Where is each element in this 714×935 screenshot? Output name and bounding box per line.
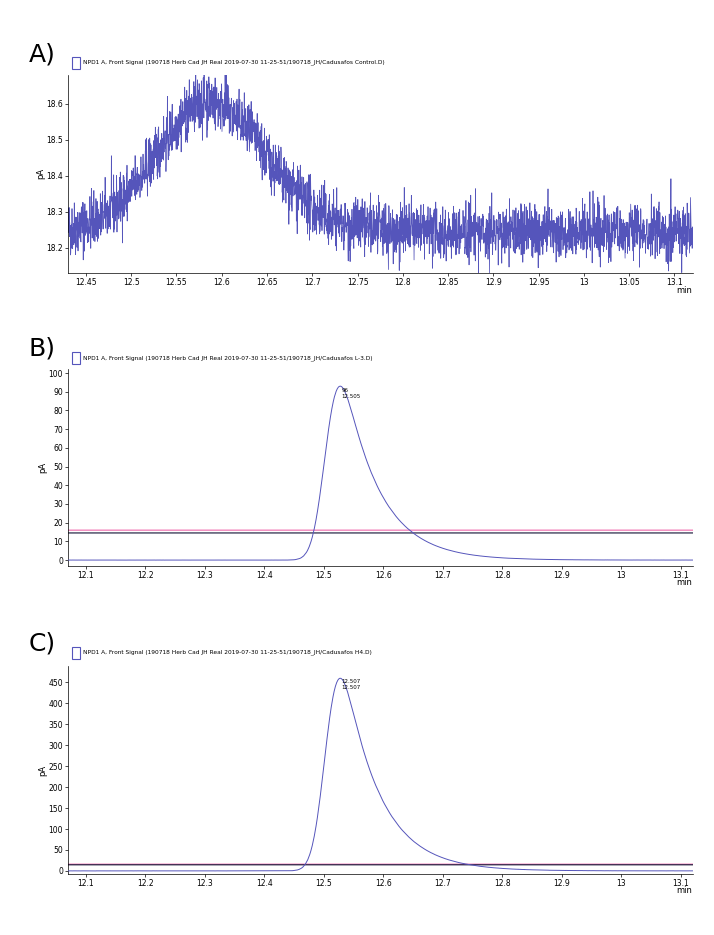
Text: B): B) — [29, 337, 56, 361]
Y-axis label: pA: pA — [36, 168, 45, 180]
Text: A): A) — [29, 42, 56, 66]
Text: 12.507
12.507: 12.507 12.507 — [342, 679, 361, 690]
Text: NPD1 A, Front Signal (190718 Herb Cad JH Real 2019-07-30 11-25-51/190718_JH/Cadu: NPD1 A, Front Signal (190718 Herb Cad JH… — [84, 355, 373, 361]
Text: C): C) — [29, 631, 56, 655]
Y-axis label: pA: pA — [38, 462, 47, 473]
Y-axis label: pA: pA — [38, 765, 47, 775]
Text: min: min — [677, 886, 693, 896]
Text: NPD1 A, Front Signal (190718 Herb Cad JH Real 2019-07-30 11-25-51/190718_JH/Cadu: NPD1 A, Front Signal (190718 Herb Cad JH… — [84, 650, 372, 655]
Bar — [72, 647, 80, 658]
Text: NPD1 A, Front Signal (190718 Herb Cad JH Real 2019-07-30 11-25-51/190718_JH/Cadu: NPD1 A, Front Signal (190718 Herb Cad JH… — [84, 60, 385, 65]
Text: 96
12.505: 96 12.505 — [342, 388, 361, 399]
Bar — [72, 57, 80, 68]
Bar — [72, 352, 80, 364]
Text: min: min — [677, 579, 693, 587]
Text: min: min — [677, 286, 693, 295]
